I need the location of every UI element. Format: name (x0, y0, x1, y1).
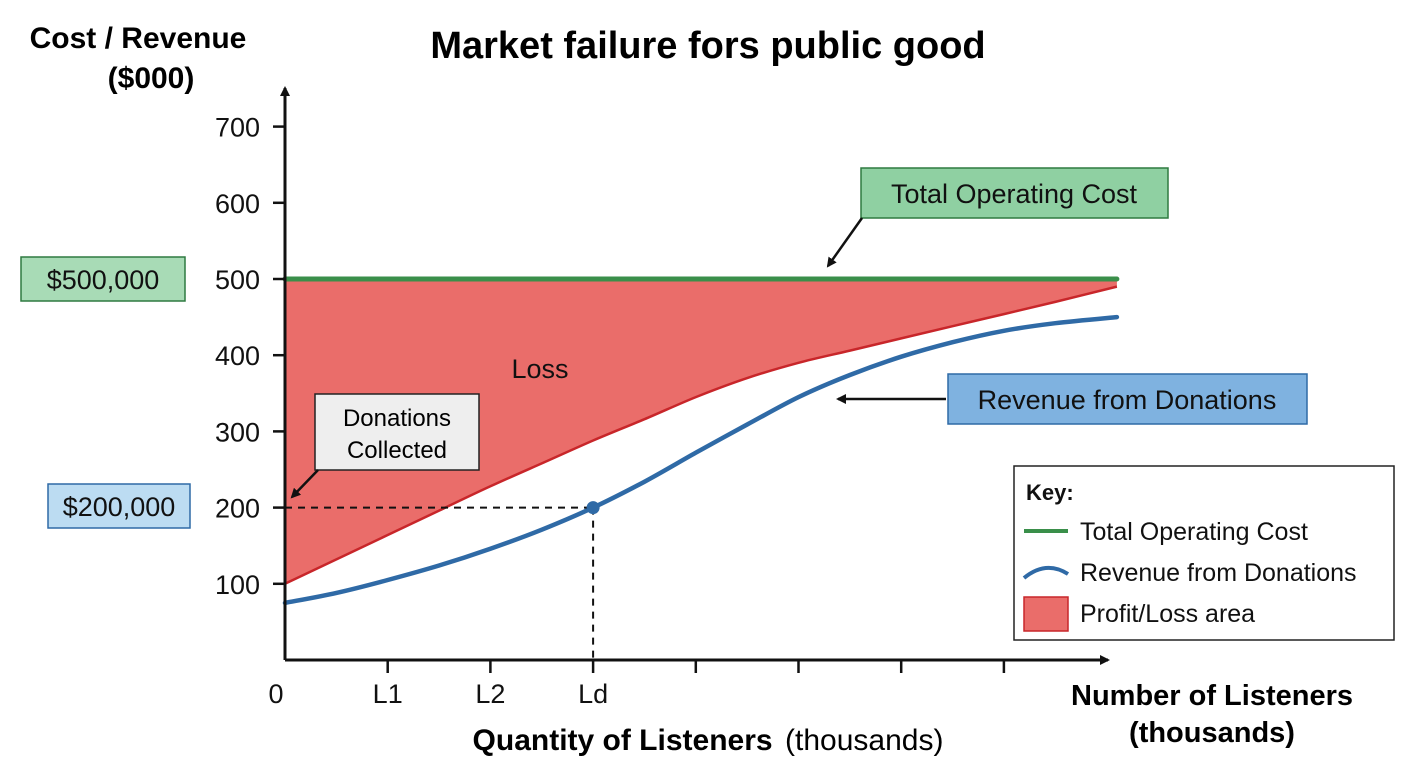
y-tick-label: 500 (215, 265, 260, 295)
highlight-point (586, 501, 600, 515)
y-tick-label: 400 (215, 341, 260, 371)
total-operating-cost-arrow (826, 217, 864, 268)
y-tick-label: 700 (215, 113, 260, 143)
revenue-callout (947, 373, 1308, 425)
x-tick-label: 0 (268, 679, 283, 709)
legend-swatch-area (1023, 596, 1069, 632)
legend-header: Key: (1026, 480, 1074, 505)
revenue-from-donations-curve (282, 314, 1120, 606)
legend-label-revenue: Revenue from Donations (1080, 559, 1357, 587)
y-axis-label-line1: Cost / Revenue (30, 22, 247, 55)
legend-swatch-revenue (1022, 566, 1070, 580)
legend: Key: Total Operating Cost Revenue from D… (1013, 465, 1395, 641)
donations-collected-box (314, 393, 480, 471)
donations-collected-line1: Donations (343, 405, 451, 432)
total-operating-cost-callout-label: Total Operating Cost (891, 179, 1138, 209)
x-axis-right-label-line2: (thousands) (1129, 717, 1295, 749)
y-tick-label: 200 (215, 494, 260, 524)
x-tick-label: L1 (373, 679, 403, 709)
y200-box (47, 483, 191, 529)
guide-layer (285, 501, 600, 660)
x-axis-label-bold: Quantity of Listeners (473, 724, 773, 757)
donations-collected-line2: Collected (347, 437, 447, 464)
x-ticks: 0 L1 L2 Ld (268, 660, 1006, 709)
loss-label: Loss (511, 354, 568, 384)
legend-label-cost: Total Operating Cost (1080, 518, 1308, 546)
x-axis-label: Quantity of Listeners (thousands) (473, 724, 944, 757)
y-tick-label: 600 (215, 189, 260, 219)
y200-box-label: $200,000 (63, 492, 176, 522)
x-axis-right-label-line1: Number of Listeners (1071, 680, 1353, 712)
y500-box (20, 256, 186, 302)
legend-label-area: Profit/Loss area (1080, 600, 1255, 628)
loss-area-layer (284, 279, 1118, 585)
y-tick-label: 100 (215, 570, 260, 600)
y500-box-label: $500,000 (47, 265, 160, 295)
y-axis-label-line2: ($000) (108, 62, 195, 95)
y-tick-label: 300 (215, 417, 260, 447)
total-operating-cost-callout (860, 167, 1169, 219)
chart-title: Market failure fors public good (430, 25, 985, 67)
loss-area (285, 279, 1117, 584)
x-tick-label: Ld (578, 679, 608, 709)
x-axis-label-unit: (thousands) (785, 724, 943, 757)
legend-box (1013, 465, 1395, 641)
series-layer (282, 276, 1120, 606)
revenue-callout-label: Revenue from Donations (978, 385, 1277, 415)
y-ticks: 100 200 300 400 500 600 700 (215, 113, 285, 600)
x-tick-label: L2 (475, 679, 505, 709)
donations-collected-arrow (290, 469, 319, 499)
loss-boundary-line (284, 285, 1118, 585)
